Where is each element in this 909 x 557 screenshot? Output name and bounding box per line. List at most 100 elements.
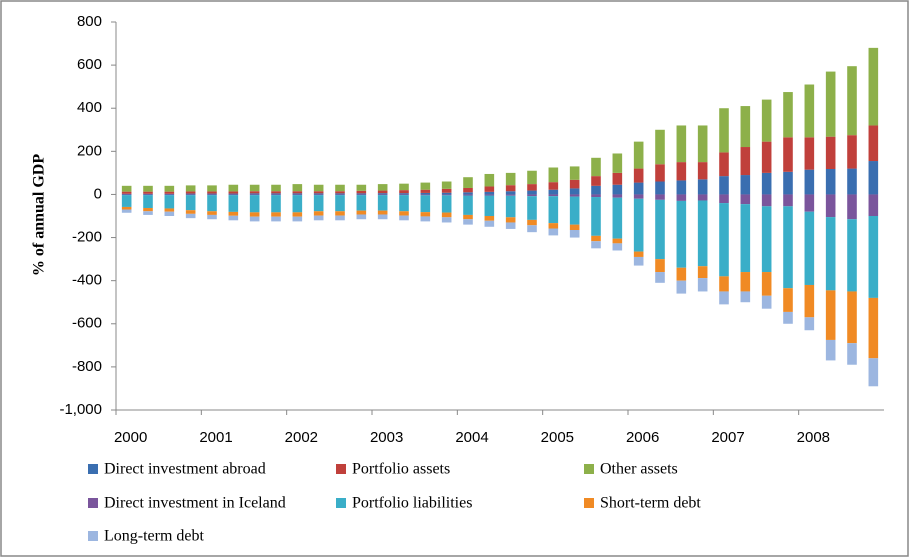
bar-segment xyxy=(761,206,772,273)
bar-segment xyxy=(249,212,260,217)
bar-segment xyxy=(463,195,473,215)
x-tick-label: 2003 xyxy=(370,429,403,446)
bar-segment xyxy=(420,195,431,213)
bar-segment xyxy=(292,194,303,196)
bar-segment xyxy=(612,243,623,251)
bar-segment xyxy=(441,212,452,218)
bar-segment xyxy=(825,169,836,195)
bar-segment xyxy=(804,137,815,170)
bar-segment xyxy=(207,185,217,192)
y-tick-label: -600 xyxy=(72,315,102,332)
bar-segment xyxy=(143,194,153,196)
bar-segment xyxy=(121,209,132,213)
bar-segment xyxy=(121,195,132,207)
bar-segment xyxy=(847,66,857,136)
bar-segment xyxy=(313,184,324,192)
y-tick-label: 400 xyxy=(77,99,102,116)
bar-segment xyxy=(249,195,260,213)
bar-segment xyxy=(292,193,303,195)
bar-segment xyxy=(292,191,303,194)
bar-segment xyxy=(612,238,623,244)
bar-segment xyxy=(505,217,516,223)
bar-segment xyxy=(548,223,559,229)
bar-segment xyxy=(527,194,537,197)
bar-segment xyxy=(633,194,644,199)
bar-segment xyxy=(825,194,836,218)
bar-segment xyxy=(847,168,857,195)
bar-segment xyxy=(377,190,388,194)
bar-segment xyxy=(505,185,516,192)
bar-segment xyxy=(569,166,580,180)
bar-segment xyxy=(847,343,857,365)
bar-segment xyxy=(847,219,857,292)
bar-segment xyxy=(164,193,175,195)
bar-segment xyxy=(783,137,793,172)
bar-segment xyxy=(271,194,281,196)
bar-segment xyxy=(868,161,879,195)
bar-segment xyxy=(441,192,452,195)
bar-segment xyxy=(121,206,132,210)
bar-segment xyxy=(569,194,580,197)
bar-segment xyxy=(185,191,196,194)
bar-segment xyxy=(441,217,452,223)
legend-swatch xyxy=(88,498,98,508)
bar-segment xyxy=(356,195,367,211)
bar-segment xyxy=(548,196,559,224)
bar-segment xyxy=(164,191,175,194)
bar-segment xyxy=(143,195,153,209)
bar-segment xyxy=(207,211,217,215)
bar-segment xyxy=(313,193,324,195)
bar-segment xyxy=(676,280,687,294)
bar-segment xyxy=(697,266,708,279)
bar-segment xyxy=(697,179,708,195)
bar-segment xyxy=(420,194,431,196)
bar-segment xyxy=(377,193,388,195)
bar-segment xyxy=(591,176,601,186)
bar-segment xyxy=(804,169,815,195)
bar-segment xyxy=(761,194,772,207)
bar-segment xyxy=(676,200,687,268)
bar-segment xyxy=(676,194,687,201)
bar-segment xyxy=(697,162,708,180)
bar-segment xyxy=(185,213,196,219)
bar-segment xyxy=(164,185,175,192)
y-tick-label: 600 xyxy=(77,56,102,73)
bar-segment xyxy=(335,194,345,196)
bar-segment xyxy=(740,175,751,195)
bar-segment xyxy=(420,216,431,222)
bar-segment xyxy=(164,211,175,216)
legend-swatch xyxy=(336,464,346,474)
bar-segment xyxy=(399,190,409,194)
bar-segment xyxy=(228,215,239,221)
legend-swatch xyxy=(88,464,98,474)
bar-segment xyxy=(633,251,644,257)
bar-segment xyxy=(335,211,345,216)
bar-segment xyxy=(441,188,452,193)
bar-segment xyxy=(271,193,281,195)
bar-segment xyxy=(548,182,559,190)
bar-segment xyxy=(484,220,495,227)
bar-segment xyxy=(548,194,559,197)
bar-segment xyxy=(143,193,153,195)
bar-segment xyxy=(313,191,324,194)
bar-segment xyxy=(548,189,559,195)
x-tick-label: 2008 xyxy=(797,429,830,446)
bar-segment xyxy=(761,295,772,309)
bar-segment xyxy=(249,216,260,222)
bar-segment xyxy=(185,195,196,211)
bar-segment xyxy=(825,339,836,361)
bar-segment xyxy=(207,195,217,212)
bar-segment xyxy=(292,184,303,192)
bar-segment xyxy=(612,153,623,173)
bar-segment xyxy=(783,92,793,138)
bar-segment xyxy=(676,162,687,181)
bar-segment xyxy=(271,212,281,217)
bar-segment xyxy=(335,191,345,194)
bar-segment xyxy=(377,210,388,215)
bar-segment xyxy=(527,190,537,195)
bar-segment xyxy=(228,193,239,195)
bar-segment xyxy=(740,106,751,148)
bar-segment xyxy=(761,141,772,173)
bar-segment xyxy=(228,184,239,192)
bar-segment xyxy=(676,180,687,195)
